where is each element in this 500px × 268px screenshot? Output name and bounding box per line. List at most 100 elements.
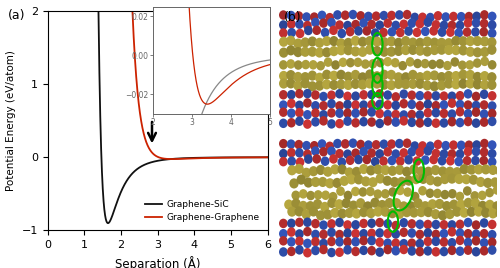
Circle shape [480,156,488,165]
Circle shape [399,201,408,211]
Circle shape [395,209,404,219]
Circle shape [296,174,306,185]
Circle shape [414,198,422,208]
Circle shape [329,46,338,56]
Circle shape [402,167,411,177]
Circle shape [287,90,296,99]
Circle shape [488,245,496,255]
Circle shape [445,209,454,219]
Circle shape [343,92,352,101]
Circle shape [376,228,384,238]
Circle shape [472,12,481,21]
Circle shape [400,20,408,29]
Circle shape [488,12,496,21]
Circle shape [410,192,420,201]
Circle shape [388,139,396,149]
Circle shape [404,187,412,197]
Circle shape [352,100,360,110]
Circle shape [352,209,361,219]
Circle shape [464,12,473,21]
Circle shape [343,228,352,238]
Circle shape [424,108,432,118]
Circle shape [303,248,312,258]
Circle shape [368,20,376,29]
Circle shape [374,206,383,217]
Y-axis label: Potential Energy (eV/atom): Potential Energy (eV/atom) [6,50,16,191]
Circle shape [316,61,325,70]
Circle shape [480,117,488,127]
Circle shape [376,109,384,118]
Circle shape [341,139,349,149]
Circle shape [426,13,434,22]
Circle shape [287,219,296,228]
Circle shape [335,149,344,158]
Circle shape [438,210,448,221]
Circle shape [319,147,328,157]
Circle shape [335,20,344,30]
Circle shape [472,18,480,28]
Circle shape [294,60,302,70]
Circle shape [315,73,324,83]
Circle shape [440,229,448,238]
Circle shape [290,178,298,188]
Circle shape [478,201,488,211]
Circle shape [390,177,399,187]
Circle shape [295,108,304,117]
Circle shape [395,165,404,175]
Circle shape [410,13,419,22]
Circle shape [473,36,482,46]
Circle shape [384,100,392,110]
Circle shape [304,154,313,164]
Circle shape [487,80,496,90]
Circle shape [327,198,336,208]
Circle shape [452,207,462,217]
Circle shape [391,58,400,68]
Circle shape [319,101,328,110]
Circle shape [480,147,488,157]
Circle shape [394,38,403,48]
Circle shape [316,210,326,221]
Circle shape [480,71,490,81]
Circle shape [335,247,344,257]
Circle shape [352,91,360,101]
Circle shape [327,146,336,156]
Circle shape [368,117,376,127]
Circle shape [327,228,336,237]
Circle shape [420,201,430,211]
Circle shape [279,118,287,128]
Circle shape [381,189,390,199]
Circle shape [295,100,304,110]
Circle shape [408,45,418,55]
Circle shape [440,91,448,101]
Circle shape [440,247,448,256]
Circle shape [442,201,452,211]
Circle shape [306,191,315,200]
Circle shape [343,245,352,255]
Circle shape [400,110,408,120]
Circle shape [313,199,322,209]
Circle shape [372,36,382,47]
Circle shape [471,198,480,208]
Circle shape [440,237,448,247]
Circle shape [401,36,410,46]
Circle shape [457,140,466,150]
Circle shape [296,157,304,167]
Circle shape [488,230,496,239]
Circle shape [365,36,374,46]
Circle shape [295,89,304,98]
Circle shape [294,80,302,91]
Circle shape [279,60,287,70]
Circle shape [480,19,488,28]
Text: (b): (b) [284,11,301,24]
Circle shape [410,141,419,151]
Circle shape [408,18,416,28]
Circle shape [424,146,432,156]
Circle shape [386,70,396,80]
Circle shape [416,46,424,56]
Circle shape [365,69,374,80]
Circle shape [374,164,383,174]
Circle shape [464,109,472,118]
Circle shape [456,236,464,245]
Circle shape [279,20,287,30]
Circle shape [428,60,437,69]
